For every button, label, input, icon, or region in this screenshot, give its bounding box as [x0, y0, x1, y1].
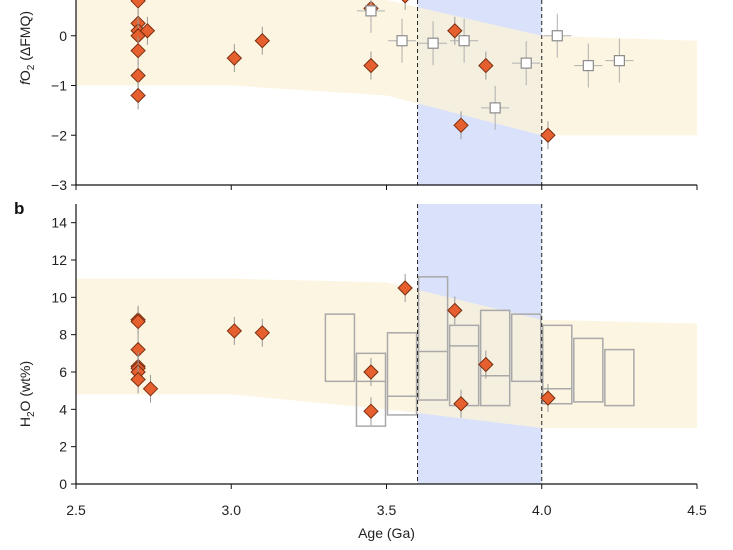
square-point — [396, 35, 408, 47]
box-range — [324, 313, 356, 383]
panel-letter: b — [14, 199, 24, 218]
panel-a-fo2: −3 −2 −1 0 fO2 (ΔFMQ) — [17, 0, 698, 193]
diamond-point — [226, 50, 243, 66]
diamond-point — [254, 33, 271, 49]
y-tick-label: 8 — [59, 327, 67, 343]
diamond-point — [363, 364, 379, 380]
y-tick-label: 2 — [59, 439, 67, 455]
diamond-point — [447, 302, 463, 319]
diamond-point — [363, 403, 379, 419]
square-point — [427, 37, 439, 49]
y-axis-title: fO2 (ΔFMQ) — [17, 11, 37, 85]
diamond-point — [130, 371, 146, 388]
box-range — [355, 352, 387, 427]
box-range — [542, 324, 573, 405]
x-tick-label: 3.0 — [222, 502, 242, 518]
diamond-point — [478, 356, 494, 373]
diamond-point — [139, 23, 156, 39]
box-range — [417, 276, 449, 401]
diamond-point — [478, 57, 494, 74]
diamond-point — [130, 87, 146, 104]
x-axis-title: Age (Ga) — [358, 525, 415, 541]
y-tick-label: 4 — [59, 401, 67, 417]
y-tick-label: −1 — [51, 78, 67, 94]
x-tick-label: 4.5 — [687, 502, 707, 518]
uncertainty-band — [76, 278, 697, 428]
box-range — [604, 348, 635, 407]
diamond-point — [540, 390, 556, 406]
square-point — [365, 5, 377, 17]
y-axis-title: H2O (wt%) — [17, 361, 37, 427]
y-tick-label: 0 — [59, 28, 67, 44]
diamond-point — [397, 280, 413, 296]
diamond-point — [401, 0, 409, 4]
diamond-point — [453, 396, 469, 412]
diamond-point — [447, 23, 463, 39]
x-tick-label: 3.5 — [377, 502, 397, 518]
square-point — [613, 55, 625, 67]
box-range — [479, 309, 511, 407]
y-tick-label: 12 — [51, 252, 67, 268]
diamond-point — [130, 0, 146, 9]
square-point — [458, 35, 470, 47]
y-tick-label: 14 — [51, 215, 67, 231]
box-range — [386, 332, 418, 416]
y-tick-label: −3 — [51, 177, 67, 193]
diamond-point — [142, 381, 159, 397]
uncertainty-band — [76, 0, 697, 136]
x-tick-label: 4.0 — [532, 502, 552, 518]
square-point — [520, 57, 532, 69]
square-point — [582, 59, 594, 72]
panel-b-h2o: 0 2 4 6 8 10 12 14 2.5 3.0 3.5 4.0 4.5 Age (Ga) H2O (w… — [14, 199, 707, 541]
box-range — [573, 337, 604, 403]
y-tick-label: 0 — [59, 476, 67, 492]
x-tick-label: 2.5 — [66, 502, 86, 518]
diamond-point — [254, 325, 271, 341]
y-tick-label: 6 — [59, 364, 67, 380]
diamond-point — [130, 313, 146, 330]
diamond-point — [363, 57, 379, 74]
diamond-point — [540, 127, 556, 143]
diamond-point — [453, 117, 469, 134]
square-point — [551, 30, 563, 42]
box-range — [510, 313, 542, 383]
y-tick-label: 10 — [51, 289, 67, 305]
diamond-point — [130, 42, 146, 59]
diamond-point — [226, 323, 243, 339]
y-tick-label: −2 — [51, 127, 67, 143]
square-point — [489, 102, 501, 114]
